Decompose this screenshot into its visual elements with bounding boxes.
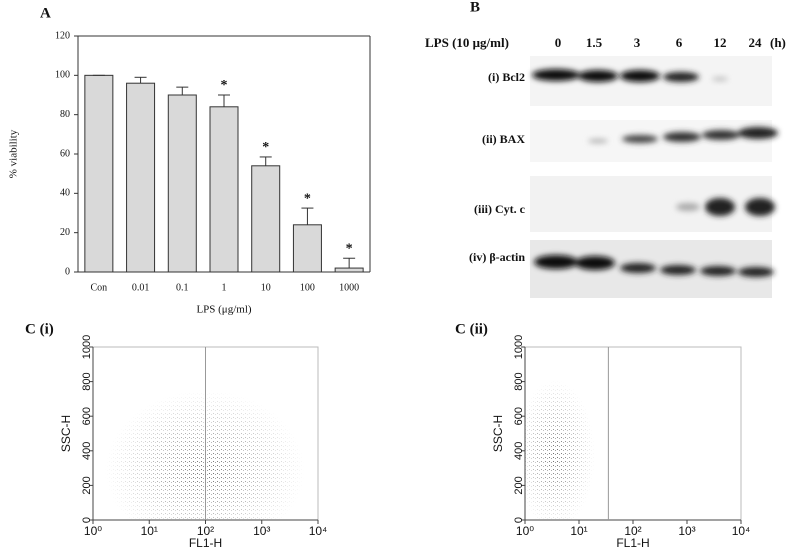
x-tick-label: 10 bbox=[261, 282, 271, 293]
bar bbox=[292, 224, 322, 273]
y-tick-label: 0 bbox=[513, 517, 525, 523]
y-tick-label: 400 bbox=[81, 442, 93, 460]
bands bbox=[532, 69, 778, 277]
lane-label: 3 bbox=[634, 35, 641, 50]
bar bbox=[126, 82, 156, 273]
annotation: * bbox=[304, 191, 311, 206]
y-tick-label: 400 bbox=[513, 442, 525, 460]
y-tick-label: 800 bbox=[81, 372, 93, 390]
x-tick-label: Con bbox=[91, 282, 108, 293]
panel-label: C (i) bbox=[25, 321, 54, 337]
x-axis-label: FL1-H bbox=[616, 536, 649, 548]
bar bbox=[167, 94, 197, 273]
bar bbox=[334, 267, 364, 273]
row-label: (i) Bcl2 bbox=[488, 70, 525, 84]
y-tick-label: 600 bbox=[513, 407, 525, 425]
lane-label: 1.5 bbox=[586, 35, 603, 50]
x-tick-label: 100 bbox=[300, 282, 315, 293]
row-label: (iii) Cyt. c bbox=[474, 202, 526, 216]
row-label: (ii) BAX bbox=[482, 132, 525, 146]
y-tick-label: 0 bbox=[81, 517, 93, 523]
panel-label: A bbox=[40, 5, 51, 21]
panel-label: C (ii) bbox=[455, 321, 488, 337]
x-tick-label: 10² bbox=[624, 524, 641, 538]
y-tick-label: 800 bbox=[513, 372, 525, 390]
bar bbox=[209, 106, 239, 273]
x-tick-label: 0.1 bbox=[176, 282, 189, 293]
y-tick-label: 200 bbox=[81, 476, 93, 494]
y-tick-label: 20 bbox=[60, 227, 70, 238]
y-tick-label: 200 bbox=[513, 476, 525, 494]
x-axis-label: LPS (μg/ml) bbox=[196, 304, 251, 316]
row-label: (iv) β-actin bbox=[469, 250, 525, 264]
lane-label: 0 bbox=[555, 35, 562, 50]
y-tick-label: 100 bbox=[55, 70, 70, 81]
y-tick-label: 600 bbox=[81, 407, 93, 425]
x-tick-label: 0.01 bbox=[132, 282, 150, 293]
x-axis-label: FL1-H bbox=[189, 536, 222, 548]
x-tick-label: 10⁰ bbox=[84, 524, 102, 538]
annotation: * bbox=[221, 78, 228, 93]
y-tick-label: 80 bbox=[60, 109, 70, 120]
lane-label: 24 bbox=[749, 35, 763, 50]
bar bbox=[251, 165, 281, 273]
x-tick-label: 10³ bbox=[678, 524, 695, 538]
x-tick-label: 1000 bbox=[339, 282, 359, 293]
lane-label: 6 bbox=[676, 35, 683, 50]
lane-label: 12 bbox=[714, 35, 727, 50]
blot: B LPS (10 μg/ml) bbox=[425, 0, 778, 298]
x-tick-label: 10⁴ bbox=[732, 524, 751, 538]
y-axis-label: % viability bbox=[8, 129, 20, 178]
y-tick-label: 0 bbox=[65, 266, 70, 277]
unit-label: (h) bbox=[770, 35, 786, 50]
bar bbox=[84, 74, 114, 273]
x-tick-label: 10⁴ bbox=[309, 524, 328, 538]
blot-strip bbox=[530, 176, 772, 232]
y-axis-label: SSC-H bbox=[59, 415, 73, 452]
x-tick-label: 10⁰ bbox=[516, 524, 534, 538]
y-tick-label: 40 bbox=[60, 188, 70, 199]
y-axis-label: SSC-H bbox=[491, 415, 505, 452]
y-tick-label: 1000 bbox=[81, 335, 93, 359]
annotation: * bbox=[346, 241, 353, 256]
x-tick-label: 1 bbox=[222, 282, 227, 293]
annotation: * bbox=[262, 140, 269, 155]
y-tick-label: 120 bbox=[55, 30, 70, 41]
dot-cloud bbox=[525, 347, 741, 520]
treatment-label: LPS (10 μg/ml) bbox=[425, 35, 509, 50]
panel-label: B bbox=[470, 0, 480, 15]
y-tick-label: 1000 bbox=[513, 335, 525, 359]
y-tick-label: 60 bbox=[60, 148, 70, 159]
x-tick-label: 10² bbox=[197, 524, 214, 538]
x-tick-label: 10¹ bbox=[141, 524, 158, 538]
x-tick-label: 10³ bbox=[253, 524, 270, 538]
x-tick-label: 10¹ bbox=[570, 524, 587, 538]
